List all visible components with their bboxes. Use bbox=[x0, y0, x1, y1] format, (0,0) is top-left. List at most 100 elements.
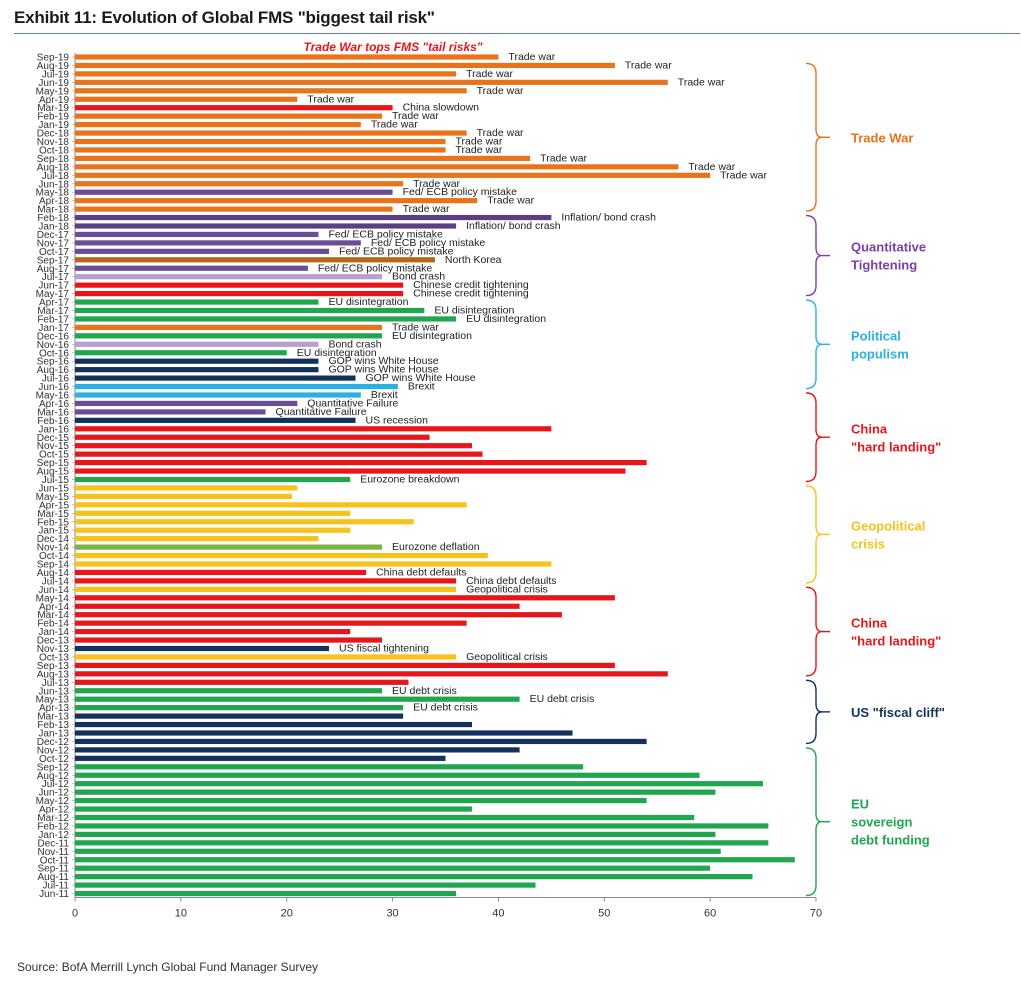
y-tick-label: Apr-16 bbox=[39, 399, 69, 410]
y-tick-label: Jun-14 bbox=[38, 585, 69, 596]
bar-data-label: North Korea bbox=[445, 254, 502, 266]
y-tick-label: Aug-12 bbox=[37, 771, 70, 782]
bar-data-label: Geopolitical crisis bbox=[466, 583, 548, 595]
bar bbox=[75, 333, 382, 339]
y-tick-label: Dec-12 bbox=[37, 737, 70, 748]
y-tick-label: Jul-17 bbox=[42, 272, 70, 283]
y-tick-label: Jul-16 bbox=[42, 374, 70, 385]
title-divider bbox=[14, 33, 1020, 34]
bar-data-label: Bond crash bbox=[392, 271, 445, 283]
y-tick-label: Dec-11 bbox=[38, 838, 70, 849]
bar bbox=[75, 764, 584, 770]
group-label: Tightening bbox=[851, 258, 917, 273]
y-tick-label: Oct-12 bbox=[39, 754, 69, 765]
bar bbox=[75, 155, 531, 161]
bar-data-label: Trade war bbox=[540, 152, 587, 164]
y-tick-label: Oct-17 bbox=[39, 247, 69, 258]
y-tick-label: Nov-11 bbox=[38, 847, 70, 858]
bar bbox=[75, 519, 414, 525]
y-tick-label: Dec-18 bbox=[37, 129, 70, 140]
bar bbox=[75, 105, 393, 111]
bar bbox=[75, 561, 552, 567]
bar bbox=[75, 316, 457, 322]
x-tick-label: 0 bbox=[72, 908, 78, 920]
bar-data-label: Bond crash bbox=[328, 338, 381, 350]
bar-data-label: Trade war bbox=[466, 68, 513, 80]
group-label: crisis bbox=[851, 536, 885, 551]
bar bbox=[75, 578, 457, 584]
y-tick-label: Sep-14 bbox=[37, 560, 70, 571]
tail-risk-bar-chart: Trade War tops FMS "tail risks" Sep-19 Tra… bbox=[36, 40, 945, 920]
bar bbox=[75, 282, 404, 288]
y-tick-label: Apr-18 bbox=[39, 196, 69, 207]
x-tick-label: 20 bbox=[281, 908, 293, 920]
bar-data-label: Trade war bbox=[371, 119, 418, 131]
y-tick-label: Dec-14 bbox=[37, 534, 70, 545]
bar bbox=[75, 637, 382, 643]
bar bbox=[75, 806, 472, 812]
y-tick-label: Jul-18 bbox=[42, 171, 70, 182]
y-tick-label: Feb-12 bbox=[37, 821, 69, 832]
x-tick-label: 60 bbox=[704, 908, 716, 920]
bar-data-label: Fed/ ECB policy mistake bbox=[328, 228, 443, 240]
bar-data-label: China debt defaults bbox=[466, 575, 556, 587]
y-tick-label: Feb-15 bbox=[37, 517, 69, 528]
bar bbox=[75, 383, 398, 390]
y-tick-label: May-17 bbox=[36, 289, 70, 300]
y-tick-label: Feb-17 bbox=[37, 314, 69, 325]
bar-data-label: Trade war bbox=[625, 59, 672, 71]
exhibit-title: Exhibit 11: Evolution of Global FMS "big… bbox=[14, 8, 435, 27]
y-tick-label: Mar-15 bbox=[37, 509, 69, 520]
y-tick-label: May-12 bbox=[36, 796, 70, 807]
bar-data-label: Brexit bbox=[371, 389, 398, 401]
y-tick-label: Jan-19 bbox=[38, 120, 69, 131]
y-tick-label: Jan-12 bbox=[38, 830, 69, 841]
bar-data-label: EU disintegration bbox=[466, 313, 546, 325]
bar bbox=[75, 527, 351, 533]
bar bbox=[75, 840, 769, 846]
bar-data-label: Trade war bbox=[392, 110, 439, 122]
bar bbox=[75, 88, 467, 94]
y-tick-label: Nov-13 bbox=[37, 644, 70, 655]
y-tick-label: Jan-13 bbox=[38, 729, 69, 740]
group-label: Quantitative bbox=[851, 240, 926, 255]
bar bbox=[75, 138, 446, 145]
group-label: sovereign bbox=[851, 815, 912, 830]
bar bbox=[75, 789, 716, 795]
bar bbox=[75, 857, 795, 863]
bar bbox=[75, 890, 457, 897]
bar bbox=[75, 181, 404, 187]
y-tick-label: Jul-11 bbox=[43, 881, 70, 892]
y-tick-label: Dec-15 bbox=[37, 433, 70, 444]
group-brace bbox=[805, 485, 823, 584]
bar-data-label: Inflation/ bond crash bbox=[561, 212, 656, 224]
bar-data-label: US fiscal tightening bbox=[339, 643, 429, 655]
bar-data-label: Fed/ ECB policy mistake bbox=[403, 186, 518, 198]
bar bbox=[75, 240, 361, 246]
bar-data-label: EU disintegration bbox=[297, 347, 377, 359]
bar bbox=[75, 375, 356, 381]
group-brace bbox=[805, 214, 823, 297]
y-tick-label: Jun-17 bbox=[38, 281, 69, 292]
bar-data-label: EU debt crisis bbox=[413, 702, 478, 714]
chart-title: Trade War tops FMS "tail risks" bbox=[304, 40, 483, 54]
y-tick-label: Jun-13 bbox=[38, 686, 69, 697]
bar bbox=[75, 705, 404, 711]
x-tick-label: 30 bbox=[386, 908, 398, 920]
y-tick-label: Oct-13 bbox=[39, 652, 69, 663]
bar bbox=[75, 662, 615, 668]
y-tick-label: Sep-15 bbox=[37, 458, 70, 469]
bar-data-label: Trade war bbox=[403, 203, 450, 215]
bar bbox=[75, 451, 483, 457]
bar bbox=[75, 738, 647, 745]
bar bbox=[75, 823, 769, 829]
y-tick-label: May-13 bbox=[36, 695, 70, 706]
y-tick-label: Oct-14 bbox=[39, 551, 69, 562]
bar-data-label: Fed/ ECB policy mistake bbox=[371, 237, 486, 249]
bar bbox=[75, 358, 319, 364]
y-tick-label: Jan-17 bbox=[38, 323, 69, 334]
bar bbox=[75, 122, 361, 128]
bar bbox=[75, 206, 393, 212]
bar-data-label: EU disintegration bbox=[392, 330, 472, 342]
bar-data-label: Quantitative Failure bbox=[307, 397, 398, 409]
